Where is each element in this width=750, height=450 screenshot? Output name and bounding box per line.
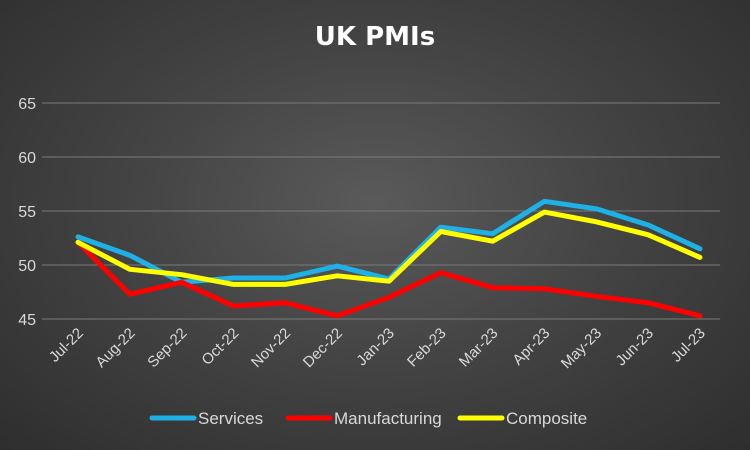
x-tick-label: Dec-22 — [300, 325, 346, 371]
y-tick-label: 65 — [18, 96, 36, 113]
chart-title: UK PMIs — [315, 22, 435, 52]
x-tick-label: Sep-22 — [144, 325, 190, 371]
x-tick-label: Apr-23 — [509, 325, 553, 369]
x-tick-label: Jul-22 — [46, 325, 87, 366]
legend-label: Services — [198, 409, 263, 428]
x-tick-label: Jan-23 — [353, 325, 397, 369]
x-tick-label: May-23 — [558, 325, 605, 372]
series-lines — [75, 198, 703, 319]
x-axis-ticks: Jul-22 Aug-22 Sep-22 Oct-22 Nov-22 Dec-22 Jan-… — [46, 325, 709, 372]
legend-label: Composite — [506, 409, 587, 428]
x-tick-label: Feb-23 — [404, 325, 450, 371]
y-tick-label: 45 — [18, 312, 36, 329]
x-tick-label: Aug-22 — [92, 325, 138, 371]
series-line-manufacturing — [75, 239, 703, 319]
x-tick-label: Jul-23 — [668, 325, 709, 366]
y-tick-label: 55 — [18, 204, 36, 221]
y-tick-label: 60 — [18, 150, 36, 167]
series-line-services — [75, 198, 703, 285]
x-tick-label: Mar-23 — [456, 325, 502, 371]
y-tick-label: 50 — [18, 258, 36, 275]
x-tick-label: Jun-23 — [613, 325, 657, 369]
legend-label: Manufacturing — [334, 409, 442, 428]
x-tick-label: Oct-22 — [198, 325, 242, 369]
series-line-composite — [75, 209, 703, 287]
grid — [42, 102, 720, 320]
legend: Services Manufacturing Composite — [149, 409, 587, 428]
y-axis-ticks: 45 50 55 60 65 — [18, 96, 36, 329]
x-tick-label: Nov-22 — [248, 325, 294, 371]
